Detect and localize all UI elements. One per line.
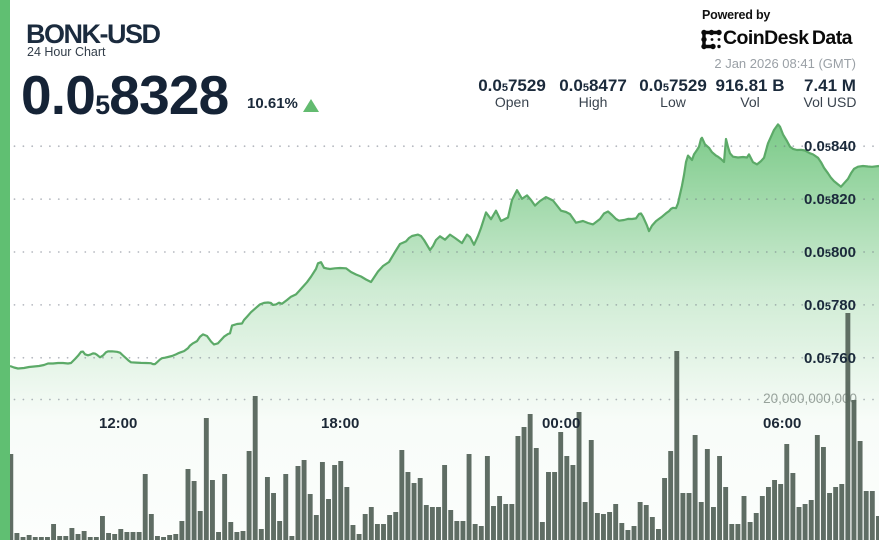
svg-text:20,000,000,000: 20,000,000,000 <box>763 391 857 406</box>
